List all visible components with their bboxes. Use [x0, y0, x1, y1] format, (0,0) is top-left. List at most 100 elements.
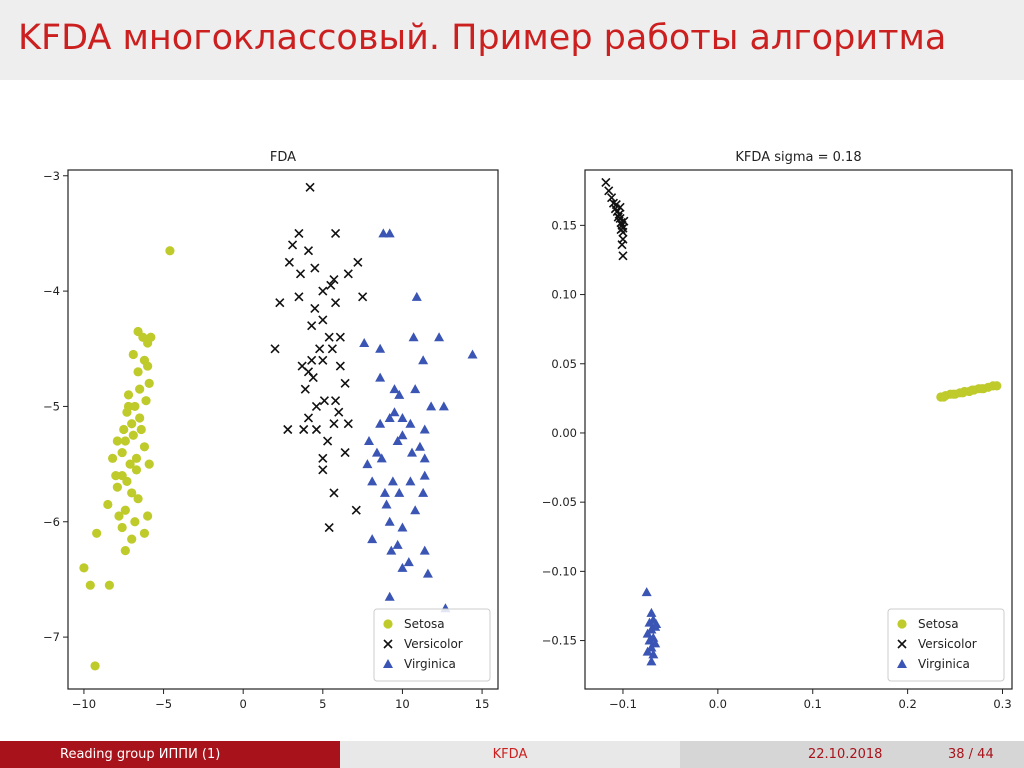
virginica-point	[389, 384, 400, 394]
y-tick-label: 0.05	[551, 357, 577, 371]
virginica-point	[392, 539, 403, 549]
setosa-point	[103, 499, 113, 510]
versicolor-point	[619, 216, 629, 226]
charts-canvas: FDA −10 −5 0 5 10 15 −3 −4 −5 −6 −7 Setosa Versicolor…	[43, 150, 1013, 711]
legend-marker-setosa	[897, 619, 907, 629]
setosa-point	[144, 378, 154, 388]
versicolor-point	[283, 424, 293, 435]
virginica-point	[434, 332, 445, 342]
chart-1: FDA −10 −5 0 5 10 15 −3 −4 −5 −6 −7 Setosa Versicolor…	[43, 150, 499, 711]
virginica-point	[387, 476, 398, 486]
virginica-point	[405, 418, 416, 428]
setosa-point	[120, 546, 130, 556]
setosa-point	[128, 430, 138, 440]
setosa-point	[114, 511, 124, 521]
versicolor-point	[343, 269, 353, 279]
legend-label-setosa: Setosa	[404, 617, 445, 631]
versicolor-point	[295, 269, 306, 279]
x-tick-label: 0.2	[898, 697, 916, 711]
setosa-point	[139, 442, 150, 452]
versicolor-point	[318, 355, 328, 365]
versicolor-point	[334, 407, 344, 417]
setosa-point	[939, 392, 949, 402]
legend-label-versicolor: Versicolor	[918, 637, 977, 651]
footer-page-number: 38 / 44	[948, 747, 994, 762]
virginica-point	[381, 499, 392, 509]
virginica-point	[644, 635, 655, 645]
legend-label-setosa: Setosa	[918, 617, 959, 631]
versicolor-point	[353, 257, 363, 267]
setosa-point	[128, 349, 138, 360]
virginica-point	[384, 412, 395, 422]
virginica-point	[405, 476, 416, 486]
virginica-point	[467, 349, 478, 359]
versicolor-point	[303, 413, 314, 423]
x-tick-label: −10	[72, 697, 96, 711]
virginica-point	[375, 372, 386, 382]
virginica-point	[394, 487, 405, 497]
setosa-point	[133, 367, 143, 377]
virginica-point	[364, 436, 374, 446]
setosa-point	[122, 476, 132, 486]
setosa-point	[967, 385, 977, 395]
setosa-point	[119, 424, 129, 435]
versicolor-point	[318, 465, 328, 475]
setosa-point	[127, 419, 137, 429]
setosa-point	[104, 580, 115, 590]
setosa-point	[144, 459, 154, 469]
setosa-point	[123, 390, 134, 400]
virginica-point	[375, 343, 386, 353]
setosa-point	[131, 465, 142, 475]
setosa-point	[992, 381, 1002, 391]
virginica-point	[397, 430, 408, 440]
versicolor-point	[327, 344, 337, 354]
virginica-point	[394, 389, 405, 399]
versicolor-point	[311, 401, 322, 411]
setosa-point	[138, 332, 148, 342]
versicolor-point	[335, 361, 345, 371]
slide-footer: Reading group ИППИ (1) KFDA 22.10.2018 3…	[0, 741, 1024, 768]
setosa-point	[90, 661, 100, 671]
virginica-point	[648, 649, 659, 659]
y-tick-label: 0.10	[551, 288, 577, 302]
versicolor-point	[310, 263, 320, 273]
virginica-point	[378, 228, 389, 238]
versicolor-point	[343, 419, 353, 429]
setosa-point	[79, 563, 89, 573]
setosa-point	[135, 384, 145, 394]
setosa-point	[107, 453, 118, 463]
versicolor-point	[618, 251, 628, 261]
x-tick-label: 0.3	[993, 697, 1011, 711]
setosa-point	[165, 246, 175, 256]
virginica-point	[386, 545, 397, 555]
plot-frame	[584, 169, 1013, 690]
versicolor-point	[307, 355, 317, 365]
versicolor-point	[287, 240, 298, 250]
x-tick-label: 15	[475, 697, 490, 711]
setosa-point	[133, 494, 143, 504]
footer-left: Reading group ИППИ (1)	[0, 741, 340, 768]
virginica-point	[379, 487, 390, 497]
versicolor-point	[324, 332, 334, 342]
virginica-point	[646, 607, 657, 617]
virginica-point	[426, 401, 437, 411]
virginica-point	[642, 646, 653, 656]
virginica-point	[419, 545, 430, 555]
legend-label-versicolor: Versicolor	[404, 637, 463, 651]
setosa-point	[117, 447, 127, 458]
virginica-point	[414, 441, 425, 451]
versicolor-point	[601, 177, 611, 188]
y-tick-label: 0.15	[551, 218, 577, 232]
versicolor-point	[315, 344, 325, 354]
virginica-point	[422, 568, 433, 578]
setosa-point	[123, 401, 134, 412]
virginica-point	[411, 291, 422, 301]
versicolor-point	[330, 298, 341, 308]
setosa-point	[141, 396, 151, 406]
legend-marker-versicolor	[897, 639, 907, 649]
virginica-point	[407, 447, 417, 457]
setosa-point	[977, 384, 987, 394]
versicolor-point	[307, 321, 317, 331]
slide-header: KFDA многоклассовый. Пример работы алгор…	[0, 0, 1024, 80]
versicolor-point	[611, 200, 621, 210]
